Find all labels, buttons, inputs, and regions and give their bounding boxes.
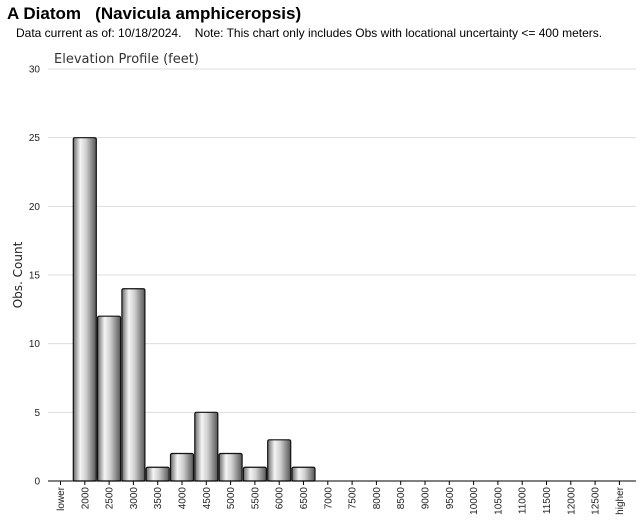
x-tick-label: 12500 [591, 487, 602, 515]
bar-5000 [218, 452, 243, 482]
x-tick-label: 8500 [396, 487, 407, 510]
bars [72, 137, 316, 482]
y-tick-label: 25 [29, 133, 41, 144]
x-tick-label: higher [615, 486, 626, 514]
x-tick-label: 9500 [445, 487, 456, 510]
x-tick-label: 4000 [178, 487, 189, 510]
x-tick-label: 10000 [469, 487, 480, 515]
x-tick-label: 2000 [80, 487, 91, 510]
x-tick-label: 10500 [493, 487, 504, 515]
tick-labels: 0 5 10 15 20 25 30 lower 2000 2500 3000 3500 4000 450… [29, 65, 626, 515]
data-note: Data current as of: 10/18/2024. Note: Th… [16, 26, 603, 40]
x-tick-label: 5500 [250, 487, 261, 510]
bar-3000 [121, 288, 146, 482]
x-tick-label: 6500 [299, 487, 310, 510]
x-tick-label: 11000 [518, 487, 529, 515]
x-tick-label: lower [56, 486, 67, 511]
chart-title: A Diatom (Navicula amphiceropsis) [7, 4, 302, 23]
grid-lines [48, 68, 636, 413]
bar-6000 [267, 439, 292, 482]
bar-6500 [291, 466, 316, 482]
x-tick-label: 3000 [129, 487, 140, 510]
y-tick-label: 20 [29, 202, 41, 213]
x-tick-label: 8000 [372, 487, 383, 510]
y-tick-label: 5 [34, 408, 40, 419]
x-tick-label: 6000 [275, 487, 286, 510]
x-tick-label: 7500 [348, 487, 359, 510]
x-tick-label: 9000 [421, 487, 432, 510]
bar-4000 [169, 452, 195, 482]
bar-3500 [145, 466, 170, 482]
y-tick-label: 30 [29, 65, 41, 76]
plot-title: Elevation Profile (feet) [54, 52, 199, 67]
x-tick-label: 3500 [153, 487, 164, 510]
y-tick-label: 0 [34, 477, 40, 488]
x-tick-label: 11500 [542, 487, 553, 515]
y-tick-label: 15 [29, 271, 41, 282]
x-tick-label: 7000 [323, 487, 334, 510]
x-tick-label: 2500 [105, 487, 116, 510]
x-tick-label: 5000 [226, 487, 237, 510]
bar-5500 [242, 466, 267, 482]
bar-2500 [96, 315, 122, 482]
bar-2000 [72, 137, 97, 482]
axes [48, 480, 636, 485]
y-tick-label: 10 [29, 339, 41, 350]
y-axis-label: Obs. Count [11, 241, 25, 308]
x-tick-label: 4500 [202, 487, 213, 510]
bar-4500 [194, 411, 219, 482]
x-tick-label: 12000 [566, 487, 577, 515]
